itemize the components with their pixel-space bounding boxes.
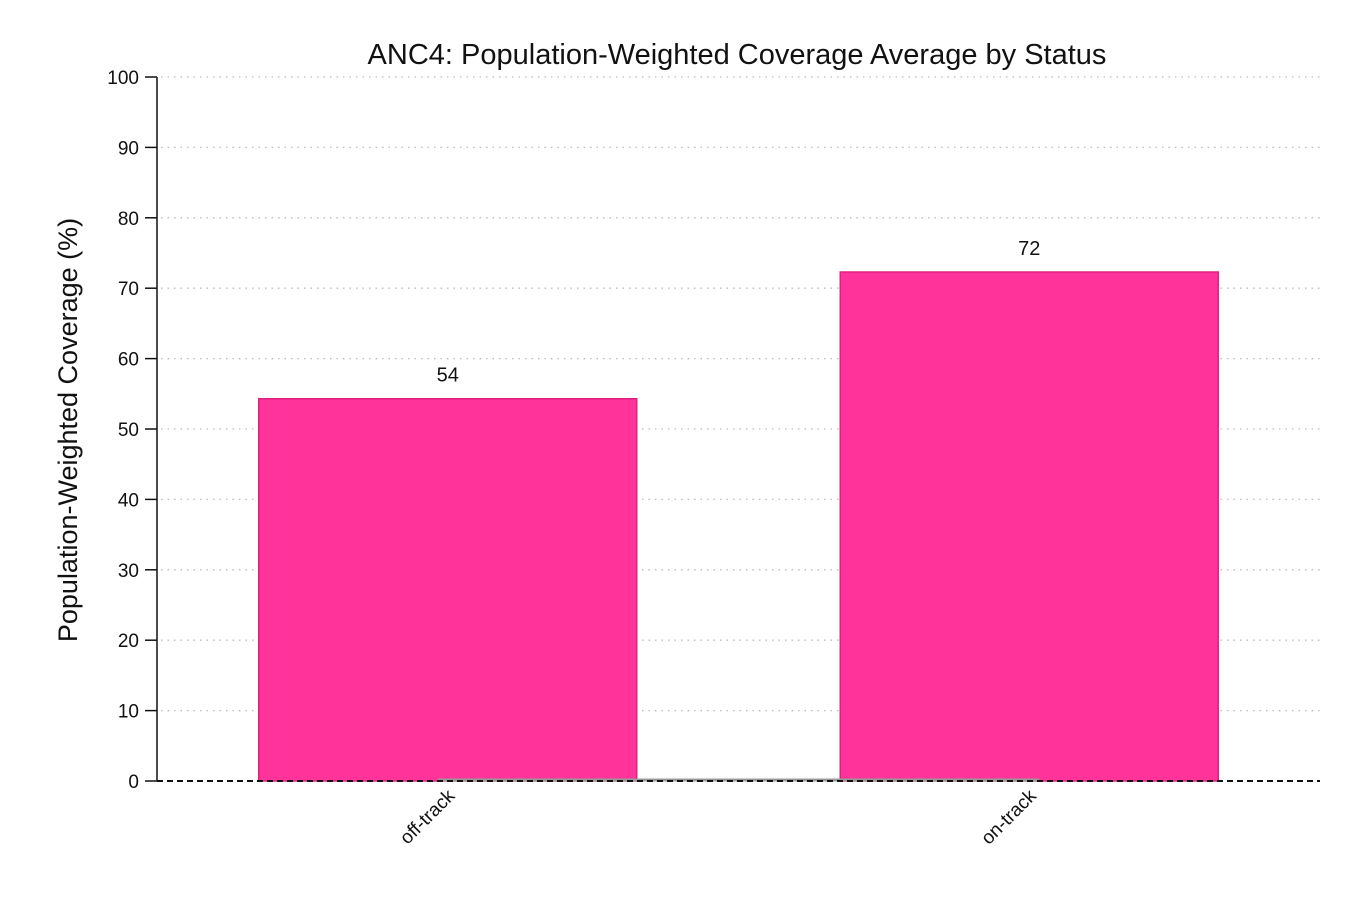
gridlines [161, 76, 1320, 712]
y-tick-label: 70 [118, 279, 139, 300]
y-axis: 0 10 20 30 40 50 60 70 80 90 100 [107, 68, 1320, 793]
bars [258, 271, 1219, 782]
bar-off-track [258, 397, 638, 782]
y-tick-label: 0 [128, 772, 139, 793]
bar-value-label: 72 [1018, 238, 1040, 260]
y-tick-label: 80 [118, 209, 139, 230]
bar-value-labels: 54 72 [437, 238, 1041, 387]
y-tick-label: 100 [107, 68, 139, 89]
y-tick-label: 30 [118, 561, 139, 582]
bar-on-track [839, 271, 1219, 782]
y-tick-label: 20 [118, 631, 139, 652]
x-tick-label: on-track [977, 785, 1041, 849]
y-axis-title: Population-Weighted Coverage (%) [53, 218, 83, 642]
x-axis-tick-labels: off-track on-track [396, 785, 1041, 849]
y-tick-label: 50 [118, 420, 139, 441]
chart-title: ANC4: Population-Weighted Coverage Avera… [368, 39, 1107, 71]
y-tick-label: 90 [118, 138, 139, 159]
y-tick-label: 40 [118, 490, 139, 511]
y-tick-label: 10 [118, 702, 139, 723]
x-tick-label: off-track [396, 785, 459, 848]
y-tick-label: 60 [118, 350, 139, 371]
bar-value-label: 54 [437, 365, 459, 387]
